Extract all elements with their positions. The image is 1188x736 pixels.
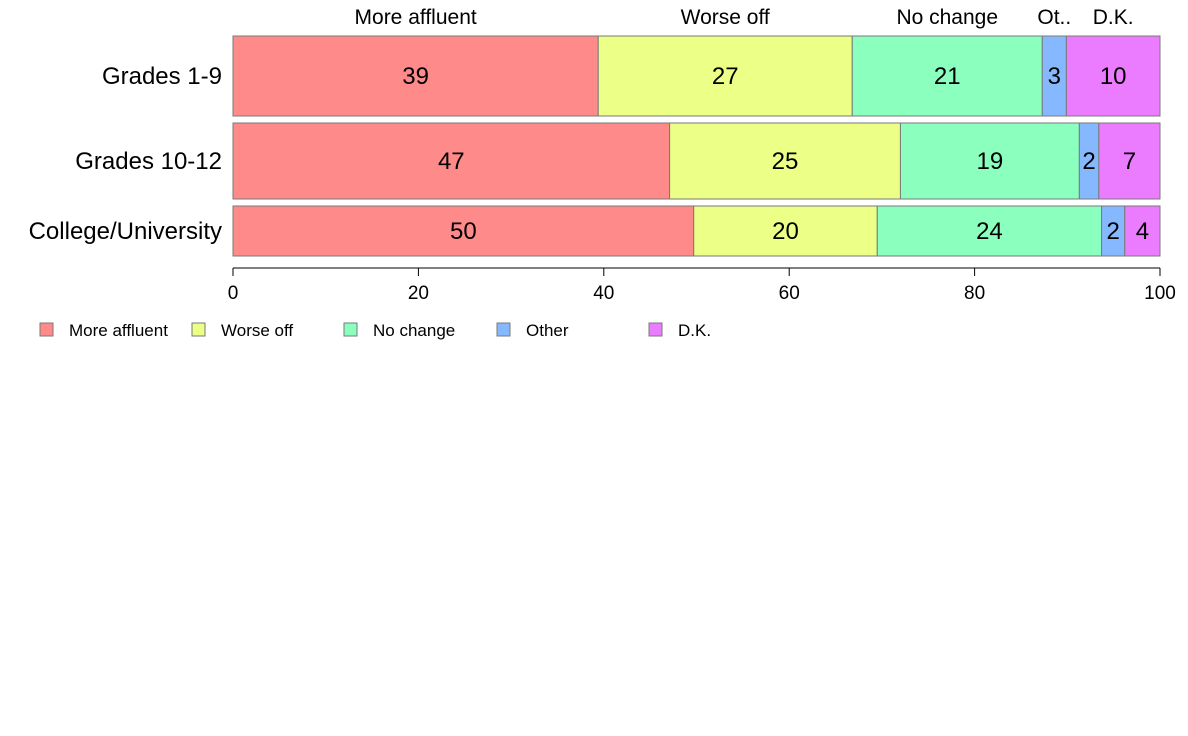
bar-value-label-2-1: 20 [772, 218, 799, 245]
bar-segment-0-4 [1065, 35, 1161, 117]
bar-value-label-1-2: 19 [977, 148, 1004, 175]
bar-value-label-2-4: 4 [1136, 218, 1149, 245]
legend-swatch-1 [191, 322, 206, 337]
bar-value-label-2-3: 2 [1107, 218, 1120, 245]
legend-label-0: More affluent [69, 321, 168, 340]
bar-value-label-2-0: 50 [450, 218, 477, 245]
bar-value-label-1-3: 2 [1082, 148, 1095, 175]
bar-segment-2-1 [693, 205, 878, 257]
x-tick-label-1: 20 [408, 283, 429, 304]
series-top-label-2: No change [896, 6, 998, 29]
category-label-2: College/University [29, 218, 222, 245]
bar-segment-2-0 [232, 205, 695, 257]
bar-segment-1-4 [1098, 122, 1161, 200]
legend-swatch-4 [648, 322, 663, 337]
bar-value-label-0-3: 3 [1048, 63, 1061, 90]
legend-label-4: D.K. [678, 321, 711, 340]
x-tick-label-0: 0 [228, 283, 239, 304]
bar-value-label-2-2: 24 [976, 218, 1003, 245]
bar-value-label-0-2: 21 [934, 63, 961, 90]
bar-value-label-0-1: 27 [712, 63, 739, 90]
legend-label-3: Other [526, 321, 569, 340]
bar-segment-1-2 [899, 122, 1080, 200]
category-label-0: Grades 1-9 [102, 63, 222, 90]
bar-segment-0-1 [597, 35, 853, 117]
x-tick-label-5: 100 [1144, 283, 1176, 304]
x-tick-label-4: 80 [964, 283, 985, 304]
legend-swatch-0 [39, 322, 54, 337]
legend-label-2: No change [373, 321, 455, 340]
bar-value-label-0-4: 10 [1100, 63, 1127, 90]
bar-segment-0-0 [232, 35, 599, 117]
series-top-label-3: Ot.. [1037, 6, 1071, 29]
category-label-1: Grades 10-12 [75, 148, 222, 175]
bar-segment-1-0 [232, 122, 671, 200]
bar-segment-0-2 [851, 35, 1043, 117]
series-top-label-4: D.K. [1093, 6, 1134, 29]
bar-value-label-1-4: 7 [1123, 148, 1136, 175]
bar-value-label-0-0: 39 [402, 63, 429, 90]
legend-label-1: Worse off [221, 321, 293, 340]
bar-value-label-1-0: 47 [438, 148, 465, 175]
bar-segment-1-1 [669, 122, 901, 200]
bar-segment-2-4 [1124, 205, 1161, 257]
x-tick-label-3: 60 [779, 283, 800, 304]
bar-value-label-1-1: 25 [772, 148, 799, 175]
x-tick-label-2: 40 [593, 283, 614, 304]
legend-swatch-2 [343, 322, 358, 337]
legend-swatch-3 [496, 322, 511, 337]
series-top-label-0: More affluent [355, 6, 477, 29]
bar-segment-2-2 [876, 205, 1103, 257]
series-top-label-1: Worse off [681, 6, 770, 29]
